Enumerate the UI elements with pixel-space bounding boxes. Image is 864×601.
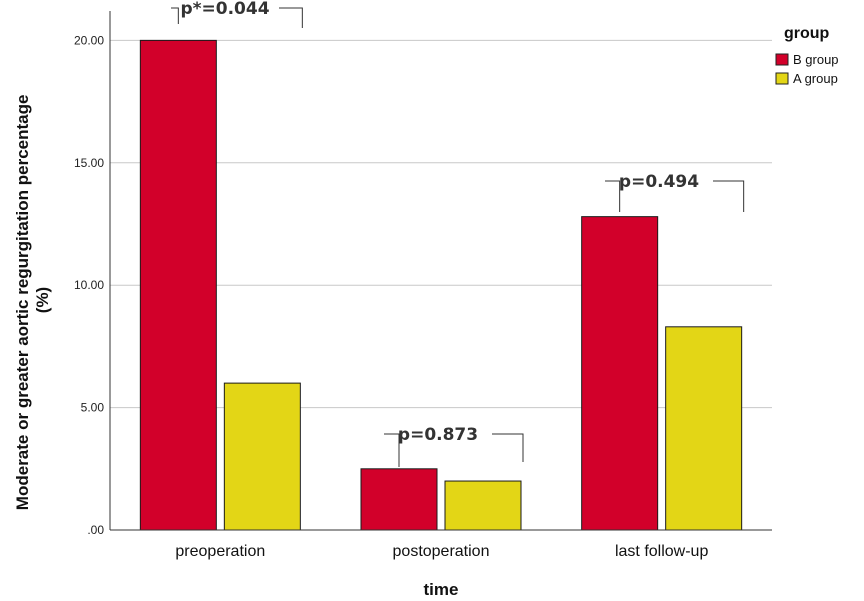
y-tick-label: 20.00 — [74, 33, 104, 47]
legend: group B group A group — [775, 25, 839, 86]
legend-swatch-b-group — [775, 53, 789, 66]
legend-title: group — [784, 25, 830, 42]
x-axis-title: time — [424, 580, 459, 599]
bar-b-group-preoperation — [139, 39, 217, 531]
x-tick-label-preoperation: preoperation — [175, 543, 265, 560]
significance-bracket-last-follow-up — [605, 180, 745, 212]
legend-label-a-group: A group — [793, 71, 838, 86]
x-tick-labels: preoperation postoperation last follow-up — [175, 543, 708, 560]
bar-a-group-preoperation — [223, 382, 301, 531]
y-tick-label: .00 — [87, 523, 104, 537]
gridlines — [110, 39, 772, 409]
bar-b-group-last-follow-up — [581, 216, 659, 531]
y-tick-label: 15.00 — [74, 156, 104, 170]
y-tick-label: 5.00 — [81, 401, 105, 415]
p-value-label-last-follow-up: p=0.494 — [619, 172, 699, 192]
axes — [109, 11, 772, 531]
annotations: p*=0.044 p=0.873 p=0.494 — [180, 0, 699, 445]
x-tick-label-postoperation: postoperation — [393, 543, 490, 560]
significance-bracket-postoperation — [384, 433, 524, 467]
x-tick-label-last-follow-up: last follow-up — [615, 543, 708, 560]
p-value-label-postoperation: p=0.873 — [398, 425, 478, 445]
bars — [139, 39, 743, 531]
y-axis-title-line2: (%) — [33, 287, 52, 313]
significance-brackets — [171, 7, 745, 467]
p-value-label-preoperation: p*=0.044 — [180, 0, 269, 19]
significance-bracket-preoperation — [171, 7, 303, 28]
bar-b-group-postoperation — [360, 468, 438, 531]
y-tick-label: 10.00 — [74, 278, 104, 292]
bar-a-group-last-follow-up — [665, 326, 743, 531]
y-tick-labels: .00 5.00 10.00 15.00 20.00 — [74, 33, 104, 537]
y-axis-title: Moderate or greater aortic regurgitation… — [13, 90, 52, 510]
bar-a-group-postoperation — [444, 480, 522, 531]
legend-swatch-a-group — [775, 72, 789, 85]
y-axis-title-line1: Moderate or greater aortic regurgitation… — [13, 95, 32, 511]
legend-label-b-group: B group — [793, 52, 839, 67]
